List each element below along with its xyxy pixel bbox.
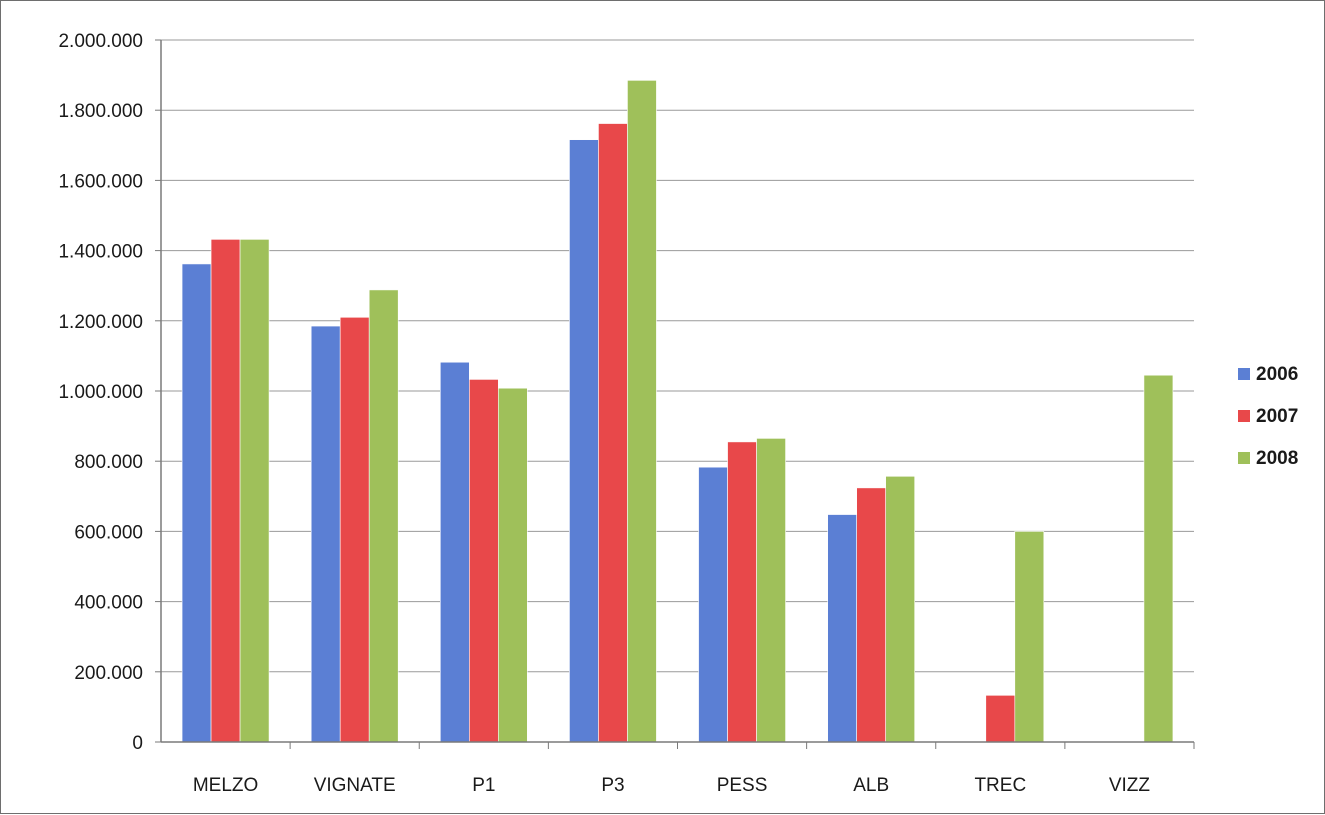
x-tick-label: PESS	[717, 775, 768, 796]
bar-2007-alb	[856, 487, 886, 743]
y-tick-label: 1.800.000	[58, 101, 143, 122]
bar-2006-p3	[569, 139, 599, 743]
bar-2008-p3	[627, 80, 657, 743]
x-tick-label: MELZO	[193, 775, 258, 796]
x-tick-label: TREC	[974, 775, 1026, 796]
y-tick-label: 1.400.000	[58, 242, 143, 263]
legend-label-2006: 2006	[1256, 364, 1298, 385]
bars	[181, 80, 1174, 743]
y-tick-labels: 0 200.000 400.000 600.000 800.000 1.000.000 1.…	[58, 31, 143, 754]
bar-2008-p1	[498, 387, 528, 743]
legend-swatch-2008	[1238, 452, 1250, 464]
bar-2007-vignate	[339, 316, 370, 743]
bar-2007-melzo	[210, 239, 241, 743]
y-tick-label: 1.200.000	[58, 312, 143, 333]
bar-2007-p1	[469, 379, 499, 743]
bar-2007-trec	[985, 695, 1016, 743]
bar-2006-melzo	[181, 263, 212, 743]
x-tick-label: ALB	[853, 775, 889, 796]
y-tick-label: 400.000	[74, 593, 143, 614]
x-tick-label: P3	[601, 775, 624, 796]
bar-2006-alb	[827, 514, 857, 743]
y-tick-label: 0	[132, 733, 143, 754]
bar-2008-alb	[885, 475, 915, 743]
legend: 2006 2007 2008	[1238, 364, 1298, 469]
bar-2007-p3	[598, 123, 628, 743]
bar-2006-pess	[698, 466, 728, 743]
y-tick-label: 1.600.000	[58, 171, 143, 192]
bar-2008-trec	[1014, 531, 1045, 743]
y-tick-label: 800.000	[74, 452, 143, 473]
x-tick-labels: MELZO VIGNATE P1 P3 PESS ALB TREC VIZZ	[193, 775, 1151, 796]
legend-swatch-2006	[1238, 368, 1250, 380]
bar-2008-pess	[756, 438, 786, 743]
axes	[155, 39, 1195, 749]
bar-2007-pess	[727, 441, 757, 743]
y-tick-label: 2.000.000	[58, 31, 143, 52]
bar-2008-vignate	[368, 289, 399, 743]
y-tick-label: 200.000	[74, 663, 143, 684]
bar-2006-vignate	[310, 325, 341, 743]
x-tick-label: VIZZ	[1109, 775, 1151, 796]
legend-swatch-2007	[1238, 410, 1250, 422]
x-tick-label: P1	[472, 775, 495, 796]
y-tick-label: 1.000.000	[58, 382, 143, 403]
legend-label-2007: 2007	[1256, 406, 1298, 427]
legend-label-2008: 2008	[1256, 448, 1298, 469]
bar-2006-p1	[440, 361, 470, 743]
bar-2008-melzo	[239, 239, 270, 743]
bar-2008-vizz	[1143, 374, 1174, 743]
y-tick-label: 600.000	[74, 522, 143, 543]
x-tick-label: VIGNATE	[314, 775, 396, 796]
